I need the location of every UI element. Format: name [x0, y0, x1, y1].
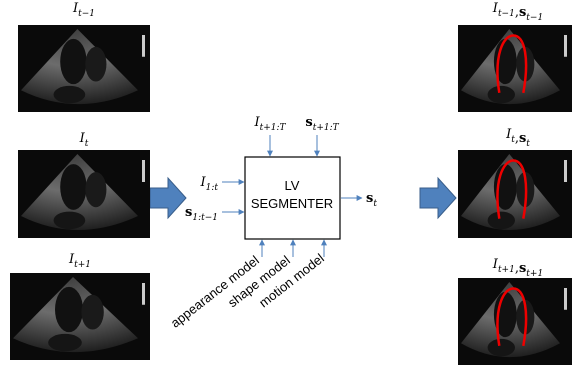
symbol: s [519, 131, 526, 146]
segmenter-title: LV [285, 178, 300, 193]
math-label: It+1:T [253, 115, 286, 133]
chamber [81, 295, 103, 330]
chamber [488, 339, 515, 356]
segmenter-title: SEGMENTER [251, 196, 333, 211]
subscript: t+1 [498, 265, 515, 275]
symbol: s [519, 261, 526, 276]
symbol: s [185, 205, 192, 220]
subscript: t+1:T [260, 123, 287, 133]
block-arrow [420, 178, 456, 218]
symbol: s [366, 191, 373, 206]
chamber [48, 334, 82, 351]
math-label: It−1,st−1 [492, 1, 543, 23]
chamber [54, 212, 86, 230]
math-label: st [366, 191, 377, 209]
echo-image [458, 278, 572, 365]
chamber [55, 287, 83, 332]
subscript: t−1 [526, 13, 543, 23]
subscript: t [85, 139, 89, 149]
echo-image [458, 150, 572, 238]
chamber [85, 47, 106, 82]
math-label: It [79, 131, 89, 149]
subscript: t+1:T [313, 123, 340, 133]
math-label: s1:t−1 [185, 205, 218, 223]
scale-bar [564, 35, 567, 57]
subscript: t+1 [526, 269, 543, 279]
symbol: s [305, 115, 312, 130]
scale-bar [142, 283, 145, 305]
chamber [488, 86, 515, 103]
scale-bar [142, 35, 145, 57]
chamber [60, 164, 86, 210]
chamber [85, 172, 106, 207]
math-label: It,st [505, 127, 530, 149]
math-label: It+1,st+1 [492, 257, 543, 279]
subscript: t−1 [78, 9, 95, 19]
math-label: It−1 [72, 1, 95, 19]
subscript: t−1 [498, 9, 515, 19]
chamber [60, 39, 86, 84]
math-label: st+1:T [305, 115, 339, 133]
scale-bar [564, 160, 567, 182]
echo-image [18, 150, 150, 238]
chamber [54, 86, 86, 103]
subscript: 1:t [206, 183, 219, 193]
chamber [488, 212, 515, 230]
math-label: It+1 [68, 252, 91, 270]
echo-image [18, 25, 150, 112]
math-label: I1:t [199, 175, 218, 193]
subscript: t [373, 199, 377, 209]
subscript: t+1 [74, 260, 91, 270]
echo-image [10, 273, 150, 360]
symbol: s [519, 5, 526, 20]
scale-bar [142, 160, 145, 182]
diagram: LV SEGMENTER It−1 It It+1 It−1,st−1 It,st It+… [0, 0, 576, 367]
echo-image [458, 25, 572, 112]
scale-bar [564, 288, 567, 310]
subscript: 1:t−1 [192, 213, 218, 223]
subscript: t [526, 139, 530, 149]
block-arrow [150, 178, 186, 218]
